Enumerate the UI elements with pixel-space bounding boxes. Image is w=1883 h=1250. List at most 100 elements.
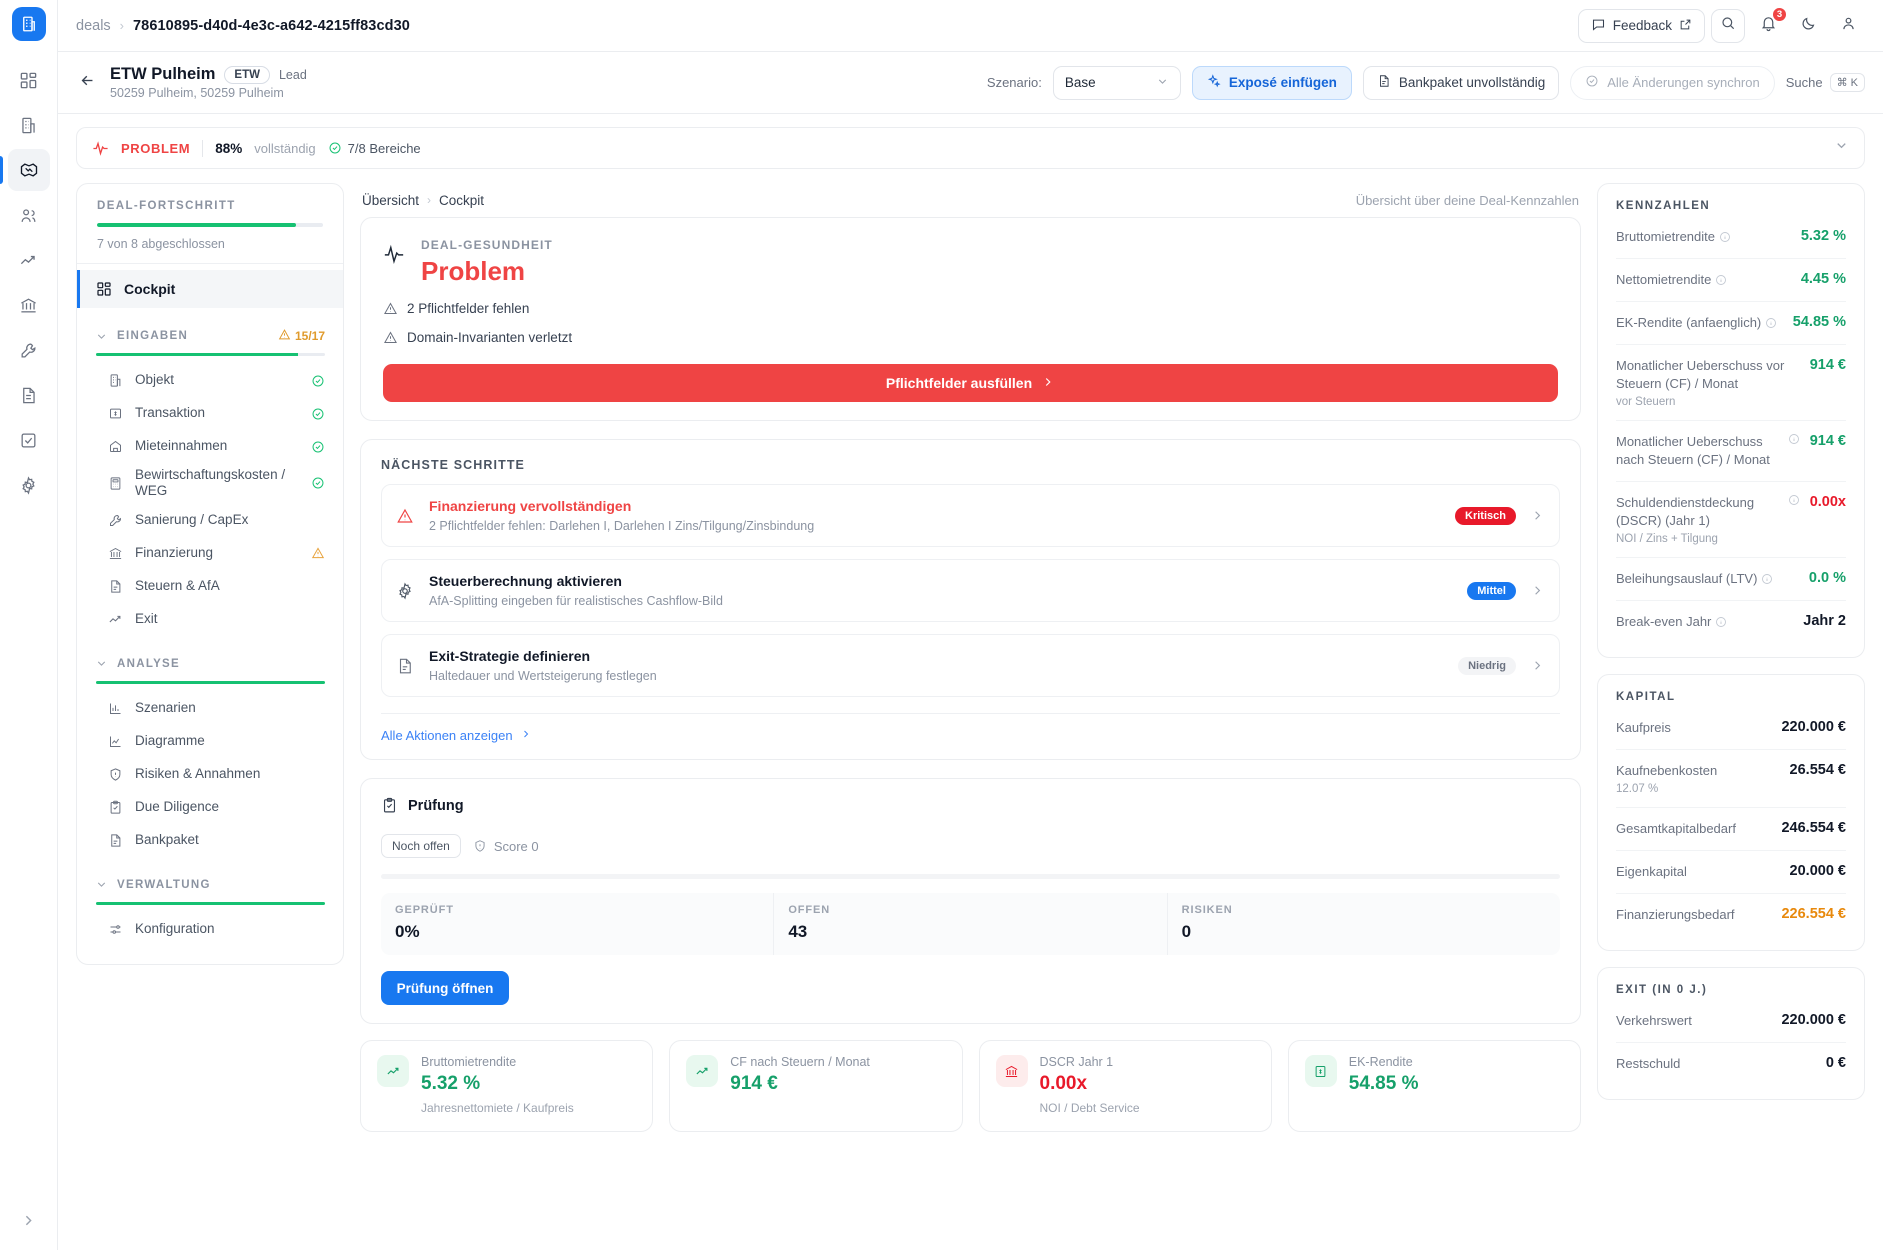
- expose-insert-button[interactable]: Exposé einfügen: [1191, 65, 1352, 100]
- account-button[interactable]: [1831, 8, 1865, 43]
- sidebar-item-diagramme[interactable]: Diagramme: [77, 725, 343, 758]
- sidebar-group-eingaben[interactable]: EINGABEN 15/17: [77, 321, 343, 351]
- breadcrumb-deal-id[interactable]: 78610895-d40d-4e3c-a642-4215ff83cd30: [133, 17, 410, 34]
- metric-card-ek-rendite[interactable]: EK-Rendite 54.85 %: [1287, 1040, 1581, 1132]
- sidebar-item-label: Transaktion: [135, 405, 206, 421]
- right-column: KENNZAHLEN Bruttomietrendite 5.32 % Nett…: [1597, 183, 1865, 1250]
- breadcrumb-cockpit[interactable]: Cockpit: [439, 192, 485, 208]
- info-icon[interactable]: [1788, 494, 1800, 506]
- kpi-row: Nettomietrendite 4.45 %: [1616, 259, 1846, 302]
- chevron-right-icon[interactable]: [1530, 583, 1545, 598]
- scenario-select[interactable]: Base: [1052, 65, 1181, 100]
- show-all-actions-link[interactable]: Alle Aktionen anzeigen: [381, 713, 1560, 743]
- metric-cards-row: Bruttomietrendite 5.32 % Jahresnettomiet…: [360, 1040, 1581, 1132]
- completion-percent: 88%: [215, 140, 243, 156]
- pruefung-score-label: Score 0: [493, 838, 539, 854]
- breadcrumb-uebersicht[interactable]: Übersicht: [362, 192, 420, 208]
- open-pruefung-button[interactable]: Prüfung öffnen: [381, 971, 509, 1005]
- kennzahlen-title: KENNZAHLEN: [1616, 200, 1711, 212]
- info-icon[interactable]: [1715, 616, 1727, 628]
- chevron-right-icon: [1041, 375, 1055, 392]
- kpi-value: 20.000 €: [1789, 863, 1846, 879]
- sidebar-item-risiken-annahmen[interactable]: Risiken & Annahmen: [77, 758, 343, 791]
- sidebar-item-cockpit[interactable]: Cockpit: [77, 270, 343, 308]
- fill-required-fields-button[interactable]: Pflichtfelder ausfüllen: [383, 364, 1558, 402]
- chevron-right-icon[interactable]: [1530, 658, 1545, 673]
- metric-card-bruttomietrendite[interactable]: Bruttomietrendite 5.32 % Jahresnettomiet…: [360, 1040, 654, 1132]
- kpi-label: Break-even Jahr: [1616, 614, 1712, 629]
- bell-icon: [1760, 15, 1777, 37]
- bank-icon: [995, 1055, 1028, 1087]
- info-icon[interactable]: [1788, 433, 1800, 445]
- rail-item-maintenance[interactable]: [8, 329, 50, 371]
- breadcrumb-deals[interactable]: deals: [76, 17, 111, 34]
- next-step-row[interactable]: Finanzierung vervollständigen 2 Pflichtf…: [381, 484, 1560, 547]
- rail-expand-icon[interactable]: [20, 1212, 37, 1234]
- health-issue: 2 Pflichtfelder fehlen: [383, 301, 1558, 316]
- warning-triangle-icon: [396, 507, 414, 525]
- sidebar-item-steuern-afa[interactable]: Steuern & AfA: [77, 570, 343, 603]
- rail-item-settings[interactable]: [8, 464, 50, 506]
- metric-card-dscr[interactable]: DSCR Jahr 1 0.00x NOI / Debt Service: [978, 1040, 1272, 1132]
- next-step-row[interactable]: Exit-Strategie definieren Haltedauer und…: [381, 634, 1560, 697]
- kpi-row: Beleihungsauslauf (LTV) 0.0 %: [1616, 558, 1846, 601]
- rail-item-financing[interactable]: [8, 284, 50, 326]
- center-column: Übersicht › Cockpit Übersicht über deine…: [360, 183, 1581, 1250]
- deal-header: ETW Pulheim ETW Lead 50259 Pulheim, 5025…: [58, 52, 1883, 114]
- main-column: deals › 78610895-d40d-4e3c-a642-4215ff83…: [58, 0, 1883, 1250]
- feedback-label: Feedback: [1612, 18, 1672, 33]
- info-icon[interactable]: [1765, 317, 1777, 329]
- rail-item-dashboard[interactable]: [8, 59, 50, 101]
- sidebar-item-label: Cockpit: [124, 281, 176, 297]
- sidebar-group-analyse[interactable]: ANALYSE: [77, 649, 343, 679]
- info-icon[interactable]: [1761, 573, 1773, 585]
- rail-item-contacts[interactable]: [8, 194, 50, 236]
- back-button[interactable]: [72, 68, 102, 98]
- chevron-down-icon[interactable]: [1834, 138, 1849, 158]
- kpi-row: Kaufpreis 220.000 €: [1616, 707, 1846, 750]
- deal-status-strip[interactable]: PROBLEM 88% vollständig 7/8 Bereiche: [76, 127, 1865, 169]
- sidebar-item-finanzierung[interactable]: Finanzierung: [77, 537, 343, 570]
- rail-item-analytics[interactable]: [8, 239, 50, 281]
- money-icon: [108, 406, 123, 421]
- rail-item-tasks[interactable]: [8, 419, 50, 461]
- sidebar-group-verwaltung[interactable]: VERWALTUNG: [77, 870, 343, 900]
- next-step-row[interactable]: Steuerberechnung aktivieren AfA-Splittin…: [381, 559, 1560, 622]
- next-step-desc: Haltedauer und Wertsteigerung festlegen: [429, 669, 657, 683]
- sidebar-item-due-diligence[interactable]: Due Diligence: [77, 791, 343, 824]
- rail-item-objects[interactable]: [8, 104, 50, 146]
- chevron-right-icon[interactable]: [1530, 508, 1545, 523]
- sidebar-item-exit[interactable]: Exit: [77, 603, 343, 636]
- icon-rail: [0, 0, 58, 1250]
- rail-item-deals[interactable]: [0, 149, 50, 191]
- sync-status-button[interactable]: Alle Änderungen synchron: [1570, 65, 1775, 100]
- notifications-button[interactable]: 3: [1751, 6, 1787, 43]
- sidebar-item-konfiguration[interactable]: Konfiguration: [77, 913, 343, 946]
- sidebar-item-sanierung-capex[interactable]: Sanierung / CapEx: [77, 504, 343, 537]
- theme-toggle-button[interactable]: [1791, 8, 1825, 43]
- sidebar-item-label: Bankpaket: [135, 832, 199, 848]
- sidebar-item-label: Mieteinnahmen: [135, 438, 228, 454]
- info-icon[interactable]: [1715, 274, 1727, 286]
- sidebar-item-bankpaket[interactable]: Bankpaket: [77, 824, 343, 857]
- sidebar-item-szenarien[interactable]: Szenarien: [77, 692, 343, 725]
- priority-badge: Kritisch: [1455, 506, 1516, 525]
- sidebar-item-mieteinnahmen[interactable]: Mieteinnahmen: [77, 430, 343, 463]
- kpi-value: 914 €: [1809, 357, 1846, 373]
- next-step-meta: Mittel: [1467, 581, 1545, 600]
- sparkles-icon: [1207, 74, 1221, 91]
- kpi-value: 4.45 %: [1800, 271, 1846, 287]
- rail-item-documents[interactable]: [8, 374, 50, 416]
- sidebar-item-objekt[interactable]: Objekt: [77, 364, 343, 397]
- feedback-button[interactable]: Feedback: [1577, 8, 1705, 43]
- search-icon-button[interactable]: [1711, 8, 1745, 43]
- app-logo-icon[interactable]: [11, 7, 46, 41]
- search-shortcut-hint[interactable]: Suche ⌘ K: [1786, 73, 1865, 92]
- bankpaket-button[interactable]: Bankpaket unvollständig: [1362, 65, 1560, 100]
- info-icon[interactable]: [1719, 231, 1731, 243]
- metric-card-cf-nach-steuern[interactable]: CF nach Steuern / Monat 914 €: [669, 1040, 963, 1132]
- sidebar-item-transaktion[interactable]: Transaktion: [77, 397, 343, 430]
- deal-health-card: DEAL-GESUNDHEIT Problem 2 Pflichtfelder …: [360, 217, 1581, 421]
- sidebar-item-bewirtschaftungskosten[interactable]: Bewirtschaftungskosten / WEG: [77, 463, 343, 504]
